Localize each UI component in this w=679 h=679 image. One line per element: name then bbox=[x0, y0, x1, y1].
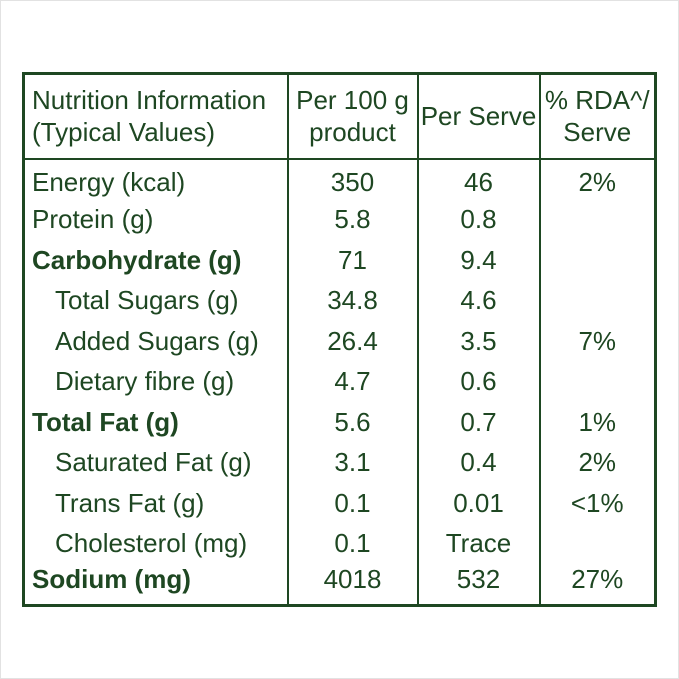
nutrition-table-body: Energy (kcal) 350 46 2% Protein (g) 5.8 0.8 Car… bbox=[24, 159, 656, 606]
header-nutrition-information: Nutrition Information (Typical Values) bbox=[23, 73, 288, 161]
nutrient-label: Saturated Fat (g) bbox=[55, 447, 252, 478]
per-100g-value: 34.8 bbox=[286, 280, 418, 322]
per-100g-value: 5.6 bbox=[286, 402, 418, 443]
nutrient-label: Carbohydrate (g) bbox=[32, 244, 242, 275]
rda-value: 2% bbox=[538, 159, 656, 200]
table-row: Energy (kcal) 350 46 2% bbox=[24, 159, 656, 200]
rda-value: 7% bbox=[538, 321, 656, 362]
per-100g-value: 0.1 bbox=[286, 483, 418, 524]
per-100g-value: 4.7 bbox=[286, 361, 418, 403]
nutrient-label: Dietary fibre (g) bbox=[55, 366, 235, 397]
table-row: Total Fat (g) 5.6 0.7 1% bbox=[24, 402, 656, 443]
per-serve-value: 0.7 bbox=[416, 402, 540, 443]
header-line: (Typical Values) bbox=[32, 116, 216, 147]
rda-value bbox=[538, 199, 656, 241]
table-row: Carbohydrate (g) 71 9.4 bbox=[24, 240, 656, 281]
table-row: Saturated Fat (g) 3.1 0.4 2% bbox=[24, 442, 656, 484]
rda-value: 1% bbox=[538, 402, 656, 443]
per-serve-value: 532 bbox=[416, 564, 540, 606]
header-line: Nutrition Information bbox=[32, 84, 267, 115]
nutrient-label: Trans Fat (g) bbox=[55, 487, 205, 518]
table-row: Trans Fat (g) 0.1 0.01 <1% bbox=[24, 483, 656, 524]
rda-value bbox=[538, 523, 656, 565]
nutrition-table: Nutrition Information (Typical Values) P… bbox=[22, 71, 657, 608]
header-per-100g: Per 100 g product bbox=[286, 73, 418, 161]
nutrient-label: Sodium (mg) bbox=[32, 564, 191, 595]
header-row: Nutrition Information (Typical Values) P… bbox=[23, 73, 656, 161]
rda-value: 27% bbox=[538, 564, 656, 606]
per-serve-value: Trace bbox=[416, 523, 540, 565]
rda-value bbox=[538, 240, 656, 281]
per-serve-value: 9.4 bbox=[416, 240, 540, 281]
per-100g-value: 5.8 bbox=[286, 199, 418, 241]
table-row: Dietary fibre (g) 4.7 0.6 bbox=[24, 361, 656, 403]
table-row: Added Sugars (g) 26.4 3.5 7% bbox=[24, 321, 656, 362]
table-row: Total Sugars (g) 34.8 4.6 bbox=[24, 280, 656, 322]
rda-value: 2% bbox=[538, 442, 656, 484]
per-serve-value: 0.4 bbox=[416, 442, 540, 484]
per-serve-value: 46 bbox=[416, 159, 540, 200]
per-100g-value: 4018 bbox=[286, 564, 418, 606]
header-rda-per-serve: % RDA^/ Serve bbox=[538, 73, 656, 161]
per-serve-value: 0.01 bbox=[416, 483, 540, 524]
per-100g-value: 71 bbox=[286, 240, 418, 281]
per-100g-value: 3.1 bbox=[286, 442, 418, 484]
rda-value bbox=[538, 280, 656, 322]
nutrient-label: Energy (kcal) bbox=[32, 167, 186, 198]
table-row: Cholesterol (mg) 0.1 Trace bbox=[24, 523, 656, 565]
per-serve-value: 0.8 bbox=[416, 199, 540, 241]
header-line: product bbox=[309, 116, 396, 147]
header-line: Per 100 g bbox=[296, 84, 409, 115]
nutrient-label: Total Fat (g) bbox=[32, 406, 179, 437]
per-serve-value: 4.6 bbox=[416, 280, 540, 322]
per-serve-value: 0.6 bbox=[416, 361, 540, 403]
per-100g-value: 0.1 bbox=[286, 523, 418, 565]
per-serve-value: 3.5 bbox=[416, 321, 540, 362]
table-row: Sodium (mg) 4018 532 27% bbox=[24, 564, 656, 606]
nutrient-label: Cholesterol (mg) bbox=[55, 528, 248, 559]
header-line: Per Serve bbox=[420, 100, 537, 131]
nutrient-label: Added Sugars (g) bbox=[55, 325, 259, 356]
table-row: Protein (g) 5.8 0.8 bbox=[24, 199, 656, 241]
rda-value bbox=[538, 361, 656, 403]
rda-value: <1% bbox=[538, 483, 656, 524]
table-header: Nutrition Information (Typical Values) P… bbox=[23, 73, 656, 161]
header-line: % RDA^/ bbox=[544, 84, 650, 115]
header-per-serve: Per Serve bbox=[416, 73, 540, 161]
header-line: Serve bbox=[563, 116, 632, 147]
per-100g-value: 350 bbox=[286, 159, 418, 200]
nutrient-label: Total Sugars (g) bbox=[55, 285, 239, 316]
nutrient-label: Protein (g) bbox=[32, 204, 154, 235]
per-100g-value: 26.4 bbox=[286, 321, 418, 362]
